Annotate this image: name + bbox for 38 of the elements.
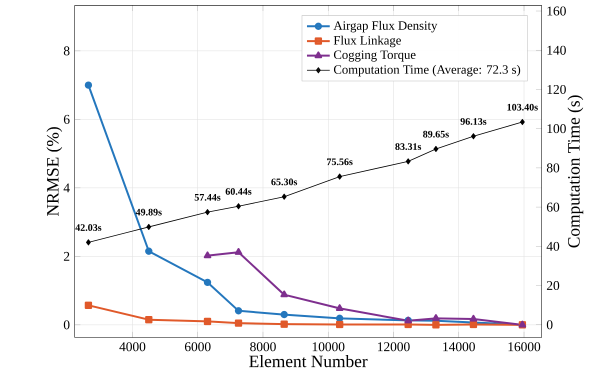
data-label: 89.65s xyxy=(423,131,449,138)
y2-tick-label: 140 xyxy=(548,46,566,55)
legend-label: Flux Linkage xyxy=(334,36,401,48)
y2-tick-label: 0 xyxy=(546,320,553,330)
x-tick-label: 6000 xyxy=(184,342,211,352)
x-tick-label: 12000 xyxy=(378,342,410,352)
legend-label: Airgap Flux Density xyxy=(334,21,438,33)
y-tick-label: 4 xyxy=(64,184,70,192)
x-tick-label: 16000 xyxy=(508,342,540,352)
x-tick-label: 8000 xyxy=(250,342,276,352)
x-tick-label: 4000 xyxy=(119,342,146,352)
data-label: 42.03s xyxy=(75,224,102,232)
y2-tick-label: 160 xyxy=(548,6,566,16)
legend-label: Computation Time (Average: 72.3 s) xyxy=(334,65,520,77)
legend-label: Cogging Torque xyxy=(334,50,416,62)
y-tick-label: 6 xyxy=(64,115,70,124)
y2-tick-label: 60 xyxy=(546,202,560,212)
y2-tick-label: 20 xyxy=(546,281,560,290)
data-label: 60.44s xyxy=(226,188,252,196)
y2-tick-label: 80 xyxy=(546,164,560,173)
data-label: 83.31s xyxy=(395,143,422,150)
x-axis-title: Element Number xyxy=(249,355,368,368)
data-label: 65.30s xyxy=(271,178,298,186)
data-label: 103.40s xyxy=(507,104,538,111)
y2-axis-title: Computation Time (s) xyxy=(568,96,584,248)
y2-tick-label: 40 xyxy=(546,242,560,252)
y-tick-label: 8 xyxy=(64,46,70,56)
x-tick-label: 14000 xyxy=(443,342,475,352)
data-label: 49.89s xyxy=(136,208,162,216)
y-tick-label: 2 xyxy=(64,252,70,261)
y2-tick-label: 120 xyxy=(548,85,566,94)
data-label: 57.44s xyxy=(194,194,220,201)
x-tick-label: 10000 xyxy=(312,342,344,352)
y-tick-label: 0 xyxy=(64,320,70,330)
data-label: 75.56s xyxy=(327,158,353,166)
y2-tick-label: 100 xyxy=(548,124,566,134)
data-label: 96.13s xyxy=(460,118,486,126)
y-axis-title: NRMSE (%) xyxy=(46,127,62,216)
